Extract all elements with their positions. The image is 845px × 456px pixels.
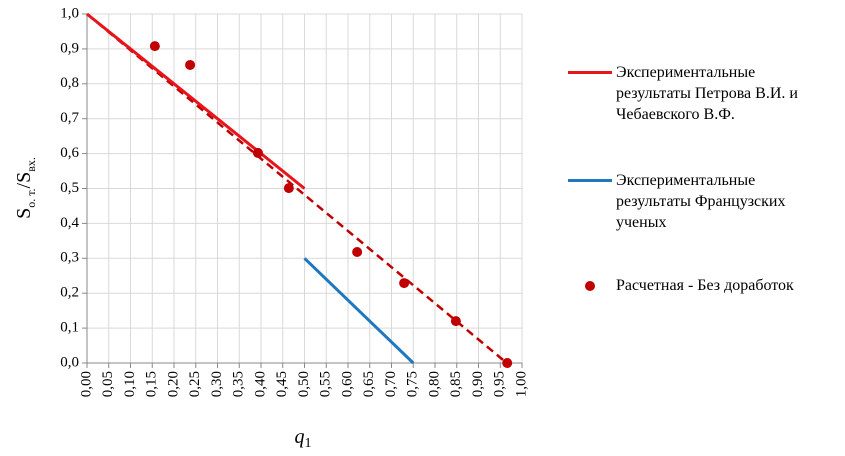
x-tick-label: 0,75 bbox=[405, 371, 421, 397]
y-tick-label: 1,0 bbox=[60, 5, 79, 21]
legend-label: Расчетная - Без доработок bbox=[616, 277, 794, 294]
y-tick-label: 0,5 bbox=[60, 180, 79, 196]
y-axis-label: Sо. т./Sвх. bbox=[13, 157, 38, 219]
x-tick-label: 0,65 bbox=[361, 371, 377, 397]
x-label-main: q bbox=[295, 426, 305, 448]
x-tick-label: 0,70 bbox=[383, 371, 399, 397]
x-tick-label: 0,25 bbox=[187, 371, 203, 397]
x-label-sub: 1 bbox=[305, 436, 312, 451]
series-line bbox=[303, 257, 415, 365]
legend-label: Экспериментальные результаты Французских… bbox=[616, 172, 786, 231]
y-tick-label: 0,2 bbox=[60, 285, 79, 301]
y-label-sub: вх. bbox=[24, 157, 38, 172]
x-tick-label: 0,60 bbox=[339, 371, 355, 397]
x-tick-label: 0,15 bbox=[144, 371, 160, 397]
point bbox=[502, 358, 513, 368]
y-label-main: S bbox=[13, 208, 35, 219]
legend-entry: Экспериментальные результаты Французских… bbox=[568, 170, 786, 233]
x-tick-label: 0,90 bbox=[470, 371, 486, 397]
x-tick-label: 0,30 bbox=[209, 371, 225, 397]
y-tick-label: 0,3 bbox=[60, 250, 79, 266]
point bbox=[252, 147, 263, 158]
legend-entry: Экспериментальные результаты Петрова В.И… bbox=[568, 62, 798, 125]
point bbox=[450, 316, 461, 327]
legend-entry: Расчетная - Без доработок bbox=[568, 275, 794, 296]
point bbox=[185, 59, 196, 70]
y-tick-label: 0,9 bbox=[60, 40, 79, 56]
x-axis-label: q1 bbox=[295, 426, 312, 451]
x-tick-label: 0,85 bbox=[448, 371, 464, 397]
y-tick-label: 0,1 bbox=[60, 320, 79, 336]
legend-marker bbox=[568, 170, 612, 191]
x-tick-label: 0,55 bbox=[318, 371, 334, 397]
y-label-main: /S bbox=[13, 172, 35, 189]
x-tick-label: 0,95 bbox=[492, 371, 508, 397]
legend-marker bbox=[568, 275, 612, 296]
point bbox=[399, 278, 410, 289]
y-label-sub: о. т. bbox=[24, 188, 38, 207]
x-tick-label: 0,50 bbox=[296, 371, 312, 397]
y-tick-label: 0,6 bbox=[60, 145, 79, 161]
x-tick-label: 1,00 bbox=[513, 371, 529, 397]
point bbox=[352, 247, 363, 258]
x-tick-label: 0,05 bbox=[100, 371, 116, 397]
x-tick-label: 0,80 bbox=[426, 371, 442, 397]
x-tick-label: 0,35 bbox=[231, 371, 247, 397]
point bbox=[149, 41, 160, 52]
y-tick-label: 0,4 bbox=[60, 215, 79, 231]
legend-marker bbox=[568, 62, 612, 83]
x-tick-label: 0,10 bbox=[122, 371, 138, 397]
y-tick-label: 0,7 bbox=[60, 110, 79, 126]
x-tick-label: 0,00 bbox=[78, 371, 94, 397]
x-tick-label: 0,45 bbox=[274, 371, 290, 397]
y-tick-label: 0,8 bbox=[60, 75, 79, 91]
legend-label: Экспериментальные результаты Петрова В.И… bbox=[616, 64, 798, 123]
x-tick-label: 0,40 bbox=[252, 371, 268, 397]
point bbox=[283, 183, 294, 194]
series-line bbox=[86, 12, 306, 190]
x-tick-label: 0,20 bbox=[165, 371, 181, 397]
y-tick-label: 0,0 bbox=[60, 354, 79, 370]
